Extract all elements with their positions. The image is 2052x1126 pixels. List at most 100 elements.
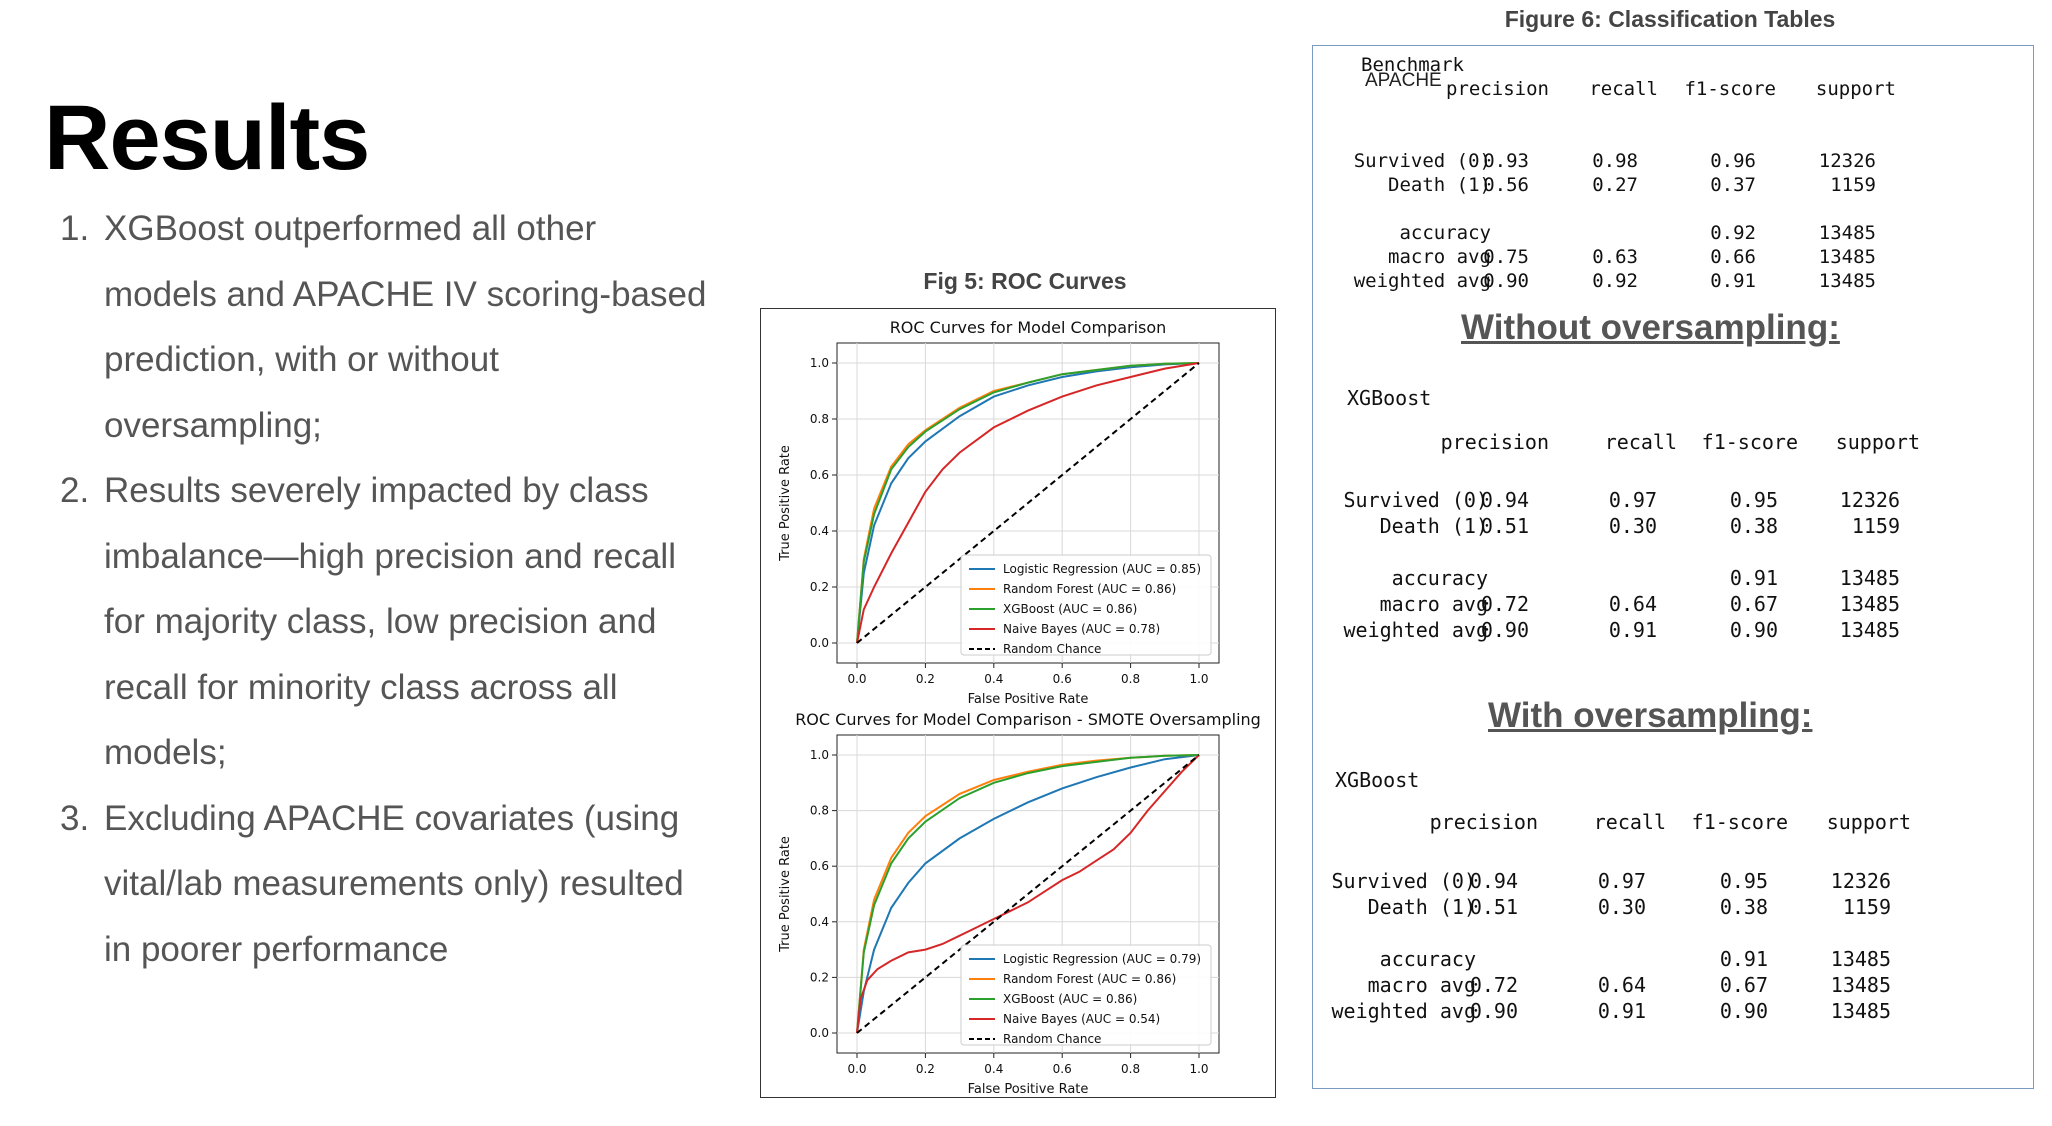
result-point-number [60,589,104,655]
row-label: Survived (0) [1353,150,1491,172]
result-point-number [60,262,104,328]
cell-recall: 0.64 [1608,592,1657,616]
result-point-number [60,720,104,786]
y-tick-label: 0.6 [810,468,829,482]
result-point-line: for majority class, low precision and [60,589,740,655]
result-point-text: XGBoost outperformed all other [104,209,597,248]
cell-recall: 0.30 [1608,514,1657,538]
row-label: weighted avg [1331,999,1477,1023]
legend-entry: Random Forest (AUC = 0.86) [1003,972,1176,986]
column-header: f1-score [1691,810,1788,834]
column-header: support [1826,810,1911,834]
y-tick-label: 0.4 [810,915,829,929]
cell-precision: 0.51 [1469,895,1518,919]
row-label: Death (1) [1367,895,1476,919]
result-point-line: 2. Results severely impacted by class [60,458,740,524]
roc-charts-svg: ROC Curves for Model Comparison 0.0 0.2 0.4… [778,318,1261,1097]
cell-f1: 0.90 [1729,618,1778,642]
cell-f1: 0.90 [1719,999,1768,1023]
x-axis-label: False Positive Rate [968,1082,1089,1097]
result-point-number [60,327,104,393]
y-tick-label: 0.6 [810,859,829,873]
random-chance-line [856,362,1200,644]
result-point-text: for majority class, low precision and [104,602,657,641]
cell-recall: 0.92 [1592,270,1638,292]
column-header: recall [1593,810,1666,834]
x-tick-label: 0.2 [916,672,935,686]
roc-curve [856,754,1200,1034]
legend-entry: Naive Bayes (AUC = 0.78) [1003,622,1160,636]
cell-recall: 0.97 [1597,869,1646,893]
legend-entry: Logistic Regression (AUC = 0.79) [1003,952,1201,966]
x-tick-label: 0.0 [847,672,866,686]
cell-recall: 0.98 [1592,150,1638,172]
cell-support: 1159 [1842,895,1891,919]
legend-entry: Random Forest (AUC = 0.86) [1003,582,1176,596]
cell-support: 13485 [1818,222,1876,244]
table-model-label: XGBoost [1335,768,1420,792]
cell-f1: 0.91 [1710,270,1756,292]
column-header: support [1815,78,1896,100]
x-tick-label: 1.0 [1189,1062,1208,1076]
legend-entry: XGBoost (AUC = 0.86) [1003,992,1137,1006]
y-tick-label: 0.8 [810,412,829,426]
results-list: 1. XGBoost outperformed all other models a… [60,196,740,982]
x-tick-label: 0.8 [1121,672,1140,686]
row-label: accuracy [1399,222,1491,244]
result-point-line: imbalance—high precision and recall [60,524,740,590]
y-tick-label: 1.0 [810,356,829,370]
result-point-text: prediction, with or without [104,340,499,379]
y-tick-label: 0.0 [810,636,829,650]
cell-recall: 0.30 [1597,895,1646,919]
result-point-number: 2. [60,471,90,510]
result-point-number [60,917,104,983]
row-label: Survived (0) [1331,869,1477,893]
cell-support: 13485 [1830,947,1891,971]
x-axis-label: False Positive Rate [968,692,1089,707]
result-point-number [60,524,104,590]
cell-precision: 0.93 [1483,150,1529,172]
legend-entry: Logistic Regression (AUC = 0.85) [1003,562,1201,576]
y-tick-label: 0.8 [810,804,829,818]
cell-recall: 0.91 [1597,999,1646,1023]
result-point-number [60,851,104,917]
fig5-caption: Fig 5: ROC Curves [923,268,1127,294]
column-header: precision [1440,430,1549,454]
cell-support: 12326 [1818,150,1876,172]
row-label: Survived (0) [1343,488,1489,512]
cell-precision: 0.72 [1469,973,1518,997]
cell-f1: 0.66 [1710,246,1756,268]
result-point-number: 3. [60,798,90,838]
table-model-sublabel: APACHE [1365,70,1442,91]
result-point-line: in poorer performance [60,917,740,983]
result-point-line: 3. Excluding APACHE covariates (using [60,786,740,852]
result-point-number [60,655,104,721]
roc-figure: ROC Curves for Model Comparison 0.0 0.2 0.4… [760,308,1276,1098]
result-point-text: Excluding APACHE covariates (using [104,798,680,838]
cell-support: 13485 [1830,999,1891,1023]
row-label: macro avg [1367,973,1476,997]
cell-f1: 0.91 [1719,947,1768,971]
row-label: accuracy [1391,566,1488,590]
legend-box [960,554,1212,656]
slide-title: Results [44,87,370,189]
result-point-text: Results severely impacted by class [104,471,649,510]
cell-f1: 0.92 [1710,222,1756,244]
x-tick-label: 0.6 [1053,1062,1072,1076]
cell-f1: 0.38 [1729,514,1778,538]
table-model-label: Benchmark [1361,54,1464,76]
cell-f1: 0.95 [1729,488,1778,512]
row-label: Death (1) [1379,514,1488,538]
cell-precision: 0.94 [1469,869,1518,893]
cell-support: 12326 [1839,488,1900,512]
cell-recall: 0.64 [1597,973,1646,997]
x-tick-label: 0.0 [847,1062,866,1076]
x-tick-label: 0.4 [984,1062,1003,1076]
cell-precision: 0.90 [1483,270,1529,292]
y-tick-label: 0.2 [810,970,829,984]
row-label: accuracy [1379,947,1476,971]
roc-curve [856,754,1200,1034]
legend-entry: XGBoost (AUC = 0.86) [1003,602,1137,616]
roc-curve [856,362,1200,644]
cell-recall: 0.63 [1592,246,1638,268]
